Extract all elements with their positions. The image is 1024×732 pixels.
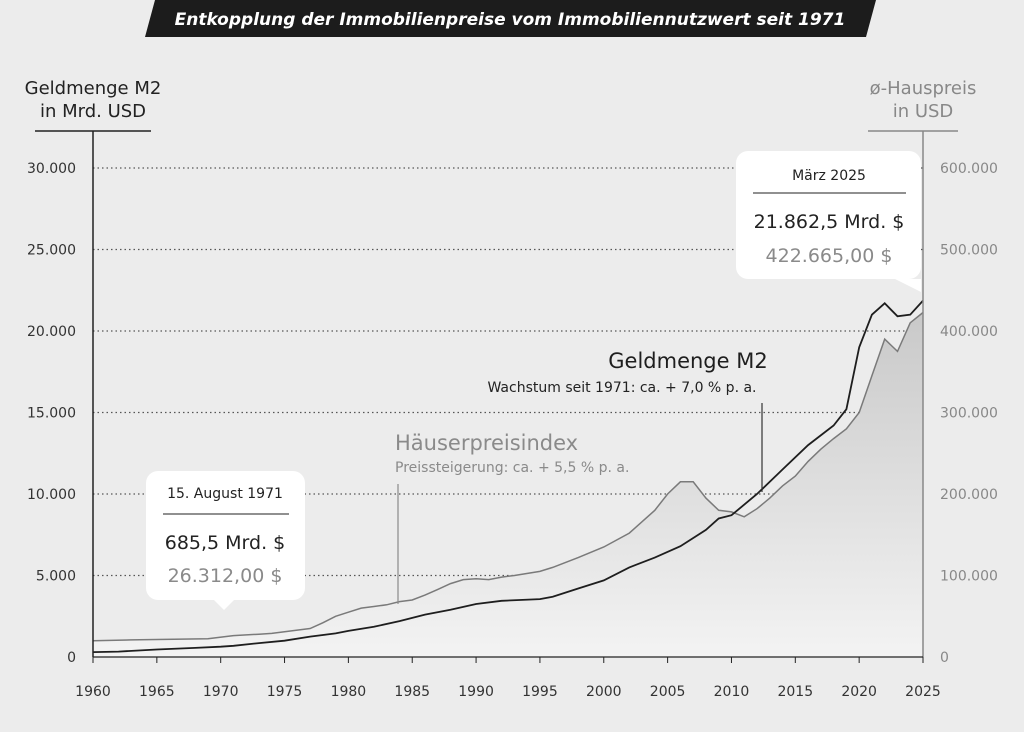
callout-1971-date: 15. August 1971: [167, 486, 283, 502]
y-tick-label: 20.000: [27, 324, 76, 340]
series-line-geldmenge-m2: [92, 299, 924, 653]
callout-2025-pointer: [895, 279, 921, 292]
y2-tick-label: 300.000: [940, 406, 998, 422]
chart-title: Entkopplung der Immobilienpreise vom Imm…: [175, 10, 846, 30]
callout-1971-m2-value: 685,5 Mrd. $: [165, 532, 286, 554]
x-tick-label: 1960: [75, 684, 111, 700]
right-axis-title-line1: ø-Hauspreis: [870, 78, 977, 99]
m2-series-label: Geldmenge M2: [608, 349, 767, 373]
hpi-area-fill: [93, 312, 923, 657]
y2-tick-label: 600.000: [940, 161, 998, 177]
y-tick-label: 5.000: [36, 569, 76, 585]
tick-labels: 0 0 5.000 100.000 10.000 200.000 15.000 300.000…: [27, 161, 998, 700]
y2-tick-label: 500.000: [940, 243, 998, 259]
y-tick-label: 15.000: [27, 406, 76, 422]
y-tick-label: 25.000: [27, 243, 76, 259]
y-tick-label: 0: [67, 650, 76, 666]
callout-2025-price-value: 422.665,00 $: [766, 245, 893, 267]
callout-1971-price-value: 26.312,00 $: [168, 565, 283, 587]
callout-2025-date: März 2025: [792, 168, 866, 184]
x-tick-label: 2015: [777, 684, 813, 700]
title-bar: [145, 0, 876, 37]
x-tick-label: 1975: [267, 684, 303, 700]
left-axis-title-line1: Geldmenge M2: [25, 78, 162, 99]
right-axis-title-line2: in USD: [893, 101, 954, 122]
x-tick-label: 2025: [905, 684, 941, 700]
x-tick-label: 1980: [331, 684, 367, 700]
y2-tick-label: 0: [940, 650, 949, 666]
m2-growth-label: Wachstum seit 1971: ca. + 7,0 % p. a.: [487, 380, 756, 396]
x-tick-label: 1985: [394, 684, 430, 700]
y2-tick-label: 400.000: [940, 324, 998, 340]
callout-1971-box: [146, 471, 305, 600]
x-tick-label: 1965: [139, 684, 175, 700]
x-tick-label: 2010: [714, 684, 750, 700]
y2-tick-label: 100.000: [940, 569, 998, 585]
y-tick-label: 30.000: [27, 161, 76, 177]
x-tick-label: 1995: [522, 684, 558, 700]
y2-tick-label: 200.000: [940, 487, 998, 503]
callout-2025: März 2025 21.862,5 Mrd. $ 422.665,00 $: [736, 151, 921, 292]
grid-lines: [93, 167, 923, 577]
callout-1971-pointer: [214, 600, 234, 610]
y-tick-label: 10.000: [27, 487, 76, 503]
left-axis-title-line2: in Mrd. USD: [40, 101, 146, 122]
callout-1971: 15. August 1971 685,5 Mrd. $ 26.312,00 $: [146, 471, 305, 610]
series-line-haeuserpreisindex: [92, 311, 924, 642]
x-tick-label: 2000: [586, 684, 622, 700]
x-tick-label: 2020: [841, 684, 877, 700]
x-tick-label: 1970: [203, 684, 239, 700]
callout-2025-m2-value: 21.862,5 Mrd. $: [754, 211, 905, 233]
hpi-series-label: Häuserpreisindex: [395, 431, 578, 455]
x-tick-label: 1990: [458, 684, 494, 700]
callout-2025-box: [736, 151, 921, 279]
hpi-growth-label: Preissteigerung: ca. + 5,5 % p. a.: [395, 460, 629, 476]
x-tick-label: 2005: [650, 684, 686, 700]
